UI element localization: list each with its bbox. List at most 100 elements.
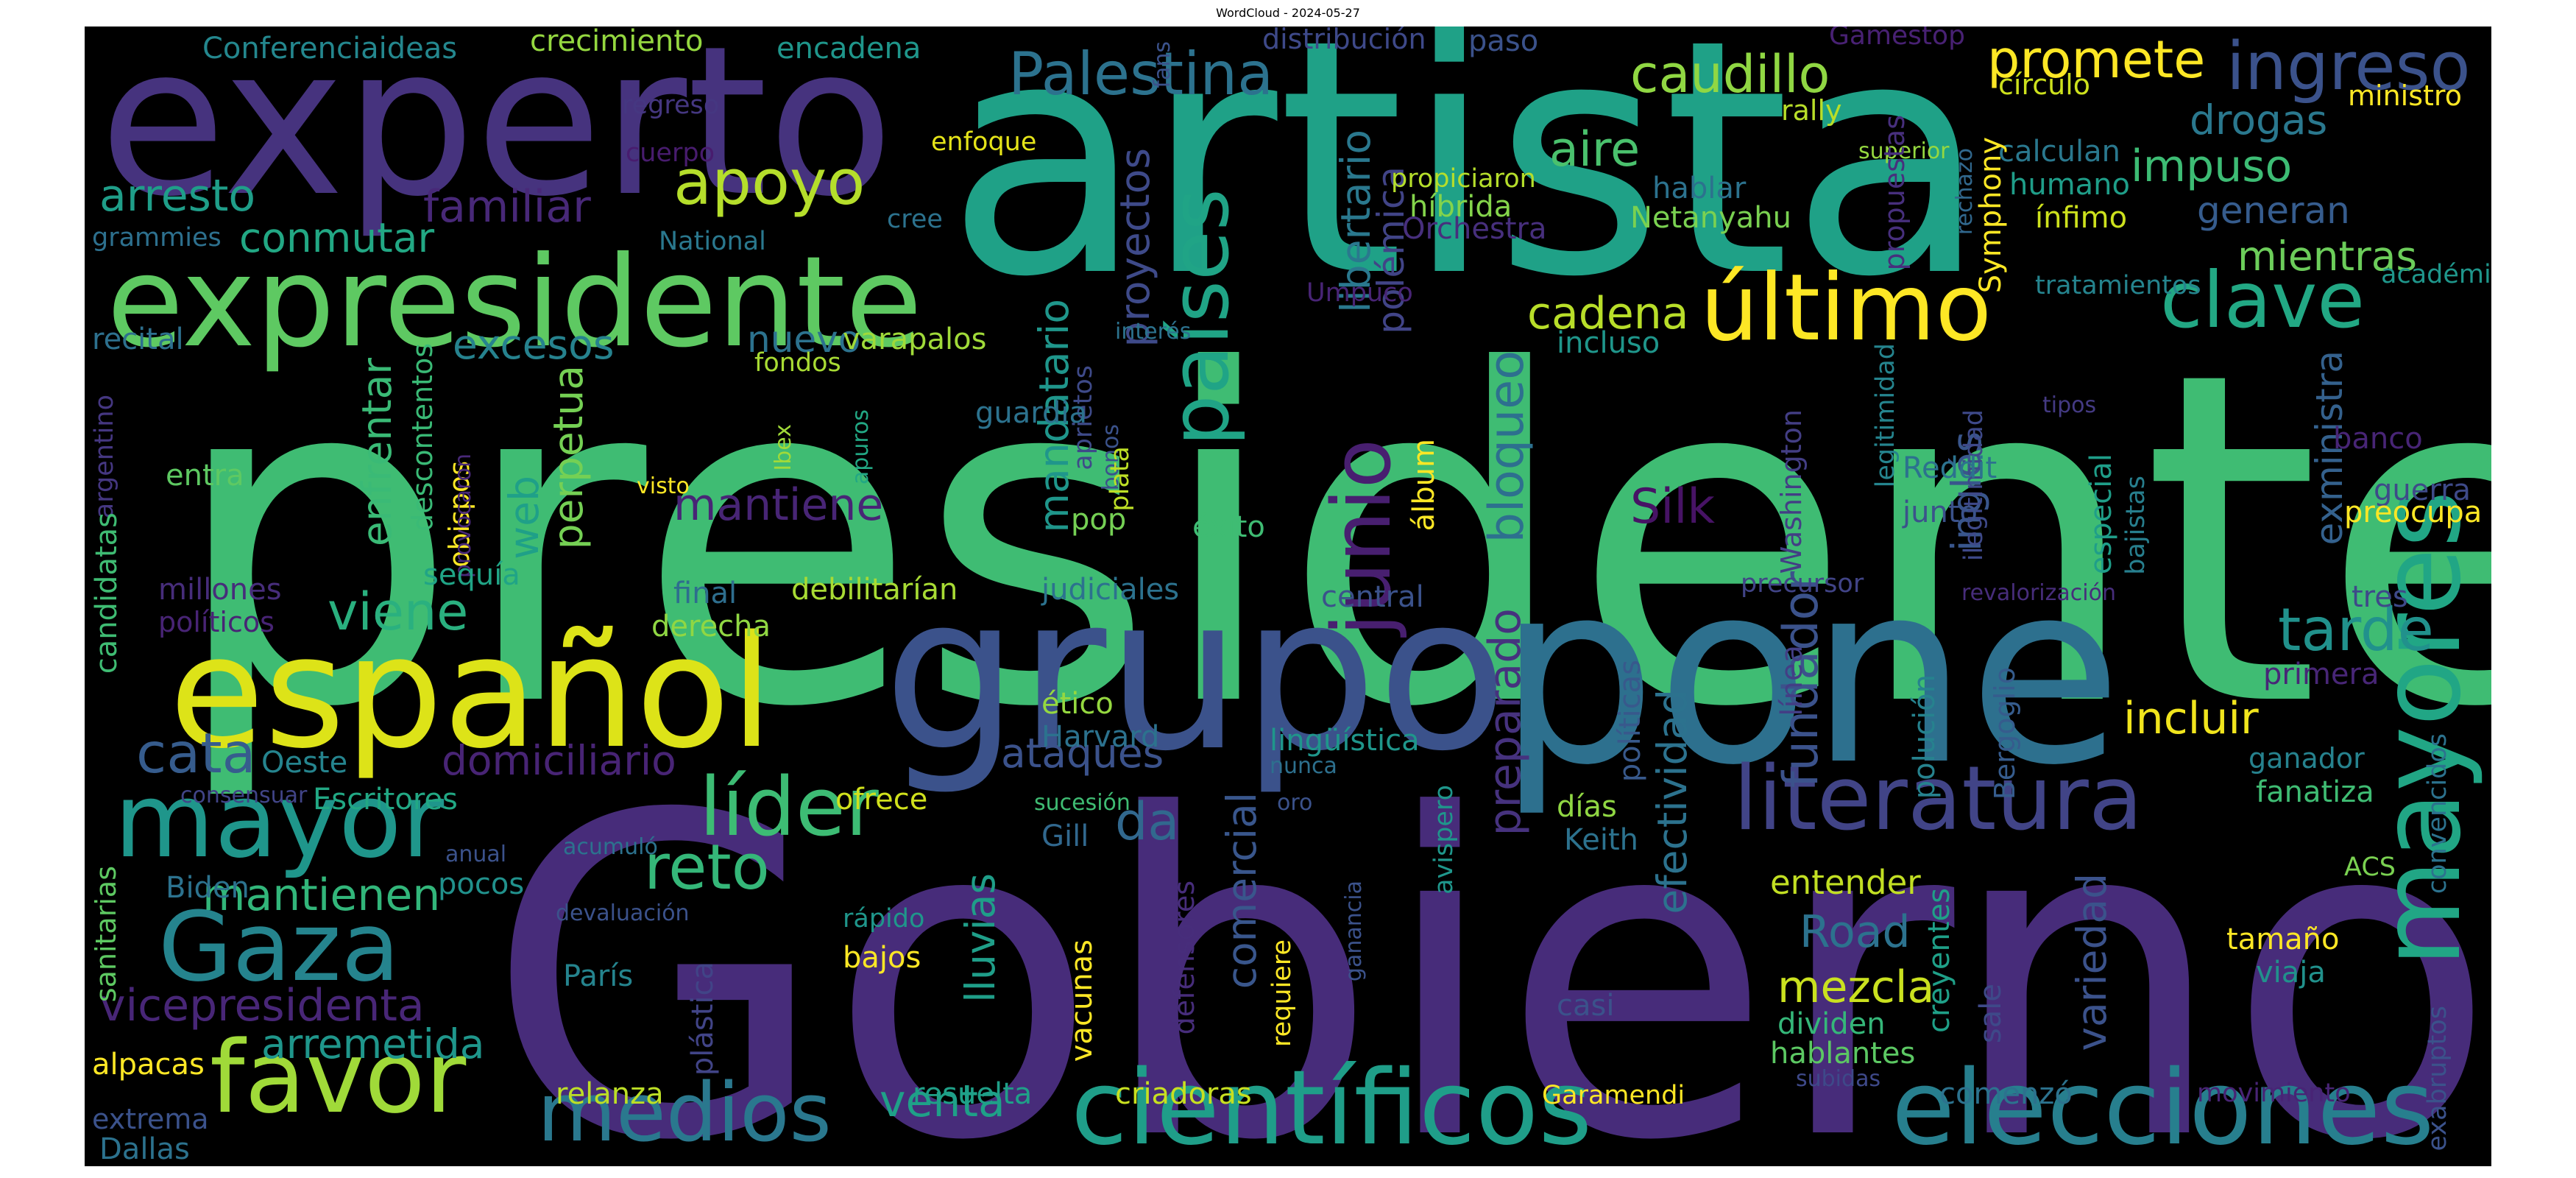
word-187: ACS (2344, 853, 2396, 882)
word-32: viene (328, 582, 469, 642)
word-144: central (1321, 580, 1424, 614)
word-6: español (169, 602, 774, 783)
word-132: bajistas (2121, 476, 2151, 575)
word-43: incluir (2123, 693, 2259, 744)
word-190: extrema (92, 1103, 209, 1135)
word-49: vicepresidenta (99, 980, 425, 1031)
word-117: Ibex (771, 424, 796, 471)
word-164: oro (1277, 790, 1313, 816)
word-15: medios (537, 1065, 832, 1160)
word-56: Silk (1630, 479, 1716, 535)
word-191: Dallas (99, 1132, 190, 1166)
word-79: Gamestop (1829, 27, 1965, 51)
word-50: arremetida (261, 1020, 485, 1068)
word-156: polución (1908, 674, 1942, 800)
word-90: grammies (92, 223, 222, 253)
word-54: lluvias (957, 873, 1004, 1003)
word-38: ataques (1001, 730, 1164, 777)
word-173: defensores (1168, 881, 1200, 1035)
word-130: junto (1903, 495, 1978, 529)
word-1: Gobierno (486, 722, 2491, 1167)
word-92: fans (1150, 41, 1175, 88)
word-158: línea (1775, 645, 1809, 716)
word-58: perpetua (545, 365, 592, 550)
word-17: líder (699, 760, 879, 854)
word-194: criadoras (1115, 1077, 1252, 1111)
word-83: cuerpo (626, 138, 715, 168)
word-112: entra (166, 459, 244, 493)
word-11: literatura (1733, 748, 2143, 850)
word-183: casi (1557, 989, 1615, 1023)
word-188: exabruptos (2423, 1006, 2452, 1151)
word-176: devaluación (556, 900, 690, 926)
word-147: tres (2352, 580, 2408, 614)
word-74: Conferenciaideas (202, 32, 458, 66)
word-172: Gill (1041, 819, 1089, 853)
word-42: bloqueo (1479, 350, 1535, 543)
word-140: final (673, 576, 737, 610)
word-108: incluso (1557, 326, 1660, 360)
word-182: París (563, 959, 634, 993)
word-165: días (1557, 790, 1617, 824)
word-149: ganador (2248, 742, 2365, 775)
word-136: preocupa (2344, 495, 2483, 529)
word-52: mezcla (1777, 962, 1935, 1013)
word-157: Bergoglio (1989, 667, 2021, 800)
word-31: conmutar (239, 214, 435, 261)
word-195: Garamendi (1542, 1081, 1685, 1110)
word-145: precursor (1741, 569, 1864, 599)
word-155: nunca (1270, 753, 1337, 779)
word-29: arresto (99, 170, 256, 222)
word-28: promete (1987, 29, 2206, 90)
word-77: distribución (1262, 27, 1426, 55)
chart-title: WordCloud - 2024-05-27 (1216, 6, 1360, 20)
word-139: políticos (158, 606, 275, 638)
word-126: legitimidad (1871, 343, 1900, 488)
word-78: paso (1468, 27, 1539, 58)
word-161: Escritores (313, 783, 458, 817)
word-24: reto (644, 831, 770, 904)
word-196: subidas (1796, 1066, 1881, 1092)
word-96: hablar (1652, 172, 1747, 205)
word-37: domiciliario (442, 737, 676, 784)
word-184: creyentes (1922, 888, 1956, 1033)
word-153: Harvard (1041, 720, 1160, 754)
word-148: primera (2263, 657, 2379, 691)
word-116: visto (637, 473, 690, 499)
word-27: caudillo (1630, 44, 1830, 105)
word-181: plástica (686, 962, 720, 1076)
word-61: proyectos (1111, 148, 1158, 348)
word-122: guardia (975, 396, 1088, 430)
word-104: Umpuco (1306, 278, 1413, 308)
word-95: Orchestra (1402, 212, 1547, 246)
word-75: crecimiento (530, 27, 704, 58)
word-134: banco (2333, 422, 2423, 456)
word-34: aire (1549, 122, 1641, 177)
word-51: venta (880, 1076, 1005, 1127)
word-170: Biden (166, 871, 250, 905)
word-152: ético (1041, 687, 1114, 721)
word-16: último (1700, 255, 1992, 361)
word-111: candidatas (90, 512, 124, 674)
word-10: mayores (2357, 490, 2485, 967)
word-3: experto (99, 27, 894, 242)
word-65: efectividad (1649, 689, 1696, 914)
word-138: millones (158, 573, 282, 607)
word-5: grupo (883, 550, 1508, 798)
word-103: académicos (2381, 260, 2491, 289)
word-143: judiciales (1041, 573, 1180, 607)
word-197: comenzó (1939, 1077, 2073, 1111)
word-137: sequía (423, 558, 520, 592)
word-178: bajos (843, 941, 921, 975)
word-39: da (1115, 791, 1180, 852)
word-109: recital (92, 322, 184, 356)
word-64: nuevo (747, 318, 861, 361)
word-114: descontentos (406, 343, 439, 532)
word-185: sale (1974, 984, 2008, 1044)
word-12: mayor (114, 761, 445, 881)
word-55: comercial (1218, 792, 1265, 990)
word-20: clave (2160, 255, 2365, 345)
word-48: mantienen (202, 870, 441, 921)
word-47: mientras (2237, 233, 2418, 280)
word-88: humano (2009, 168, 2131, 202)
